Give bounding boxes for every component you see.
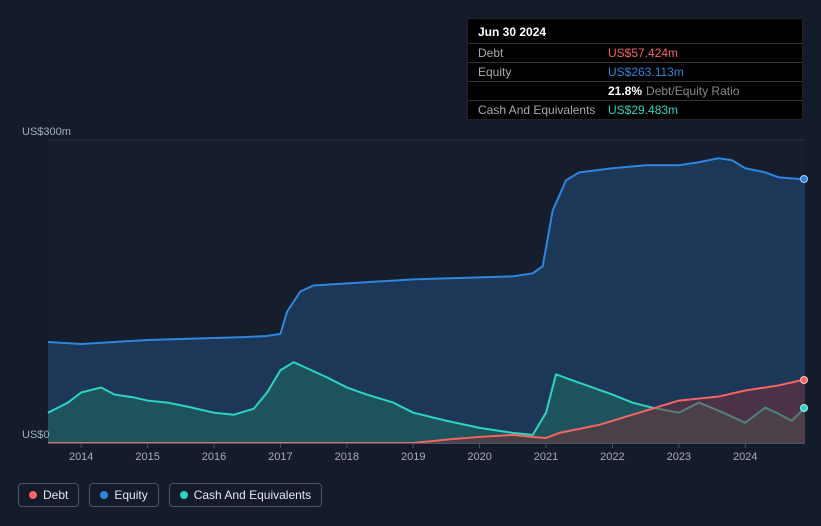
chart-tooltip: Jun 30 2024 DebtUS$57.424mEquityUS$263.1… [467, 18, 803, 120]
x-tick-label: 2024 [733, 451, 757, 463]
legend-item-cash[interactable]: Cash And Equivalents [169, 483, 322, 507]
x-tick-label: 2021 [534, 451, 558, 463]
legend-label: Cash And Equivalents [194, 488, 311, 502]
x-tick-label: 2018 [335, 451, 359, 463]
legend-label: Debt [43, 488, 68, 502]
tooltip-ratio-pct: 21.8% [608, 84, 642, 98]
legend-swatch [29, 491, 37, 499]
legend-item-equity[interactable]: Equity [89, 483, 158, 507]
tooltip-cash-row: Cash And EquivalentsUS$29.483m [468, 100, 802, 119]
legend-swatch [100, 491, 108, 499]
tooltip-ratio-row: 21.8% Debt/Equity Ratio [468, 81, 802, 100]
legend-item-debt[interactable]: Debt [18, 483, 79, 507]
chart-legend: Debt Equity Cash And Equivalents [18, 483, 322, 507]
x-tick-label: 2017 [268, 451, 292, 463]
x-tick-label: 2014 [69, 451, 93, 463]
tooltip-date: Jun 30 2024 [468, 25, 802, 43]
tooltip-row-label: Cash And Equivalents [478, 103, 608, 117]
tooltip-row: EquityUS$263.113m [468, 62, 802, 81]
cursor-marker-debt [800, 376, 808, 384]
y-tick-label: US$300m [22, 126, 71, 138]
tooltip-row-label: Equity [478, 65, 608, 79]
y-tick-label: US$0 [22, 429, 50, 441]
x-tick-label: 2022 [600, 451, 624, 463]
cursor-marker-cash [800, 404, 808, 412]
x-tick-label: 2015 [135, 451, 159, 463]
tooltip-row: DebtUS$57.424m [468, 43, 802, 62]
tooltip-row-label: Debt [478, 46, 608, 60]
x-tick-label: 2020 [467, 451, 491, 463]
x-tick-label: 2023 [667, 451, 691, 463]
x-tick-label: 2016 [202, 451, 226, 463]
legend-label: Equity [114, 488, 147, 502]
legend-swatch [180, 491, 188, 499]
chart-container: { "canvas": { "width": 821, "height": 52… [0, 0, 821, 526]
tooltip-row-value: US$57.424m [608, 46, 678, 60]
x-tick-label: 2019 [401, 451, 425, 463]
tooltip-ratio-label: Debt/Equity Ratio [646, 84, 739, 98]
tooltip-row-value: US$29.483m [608, 103, 678, 117]
tooltip-row-value: US$263.113m [608, 65, 684, 79]
cursor-marker-equity [800, 175, 808, 183]
